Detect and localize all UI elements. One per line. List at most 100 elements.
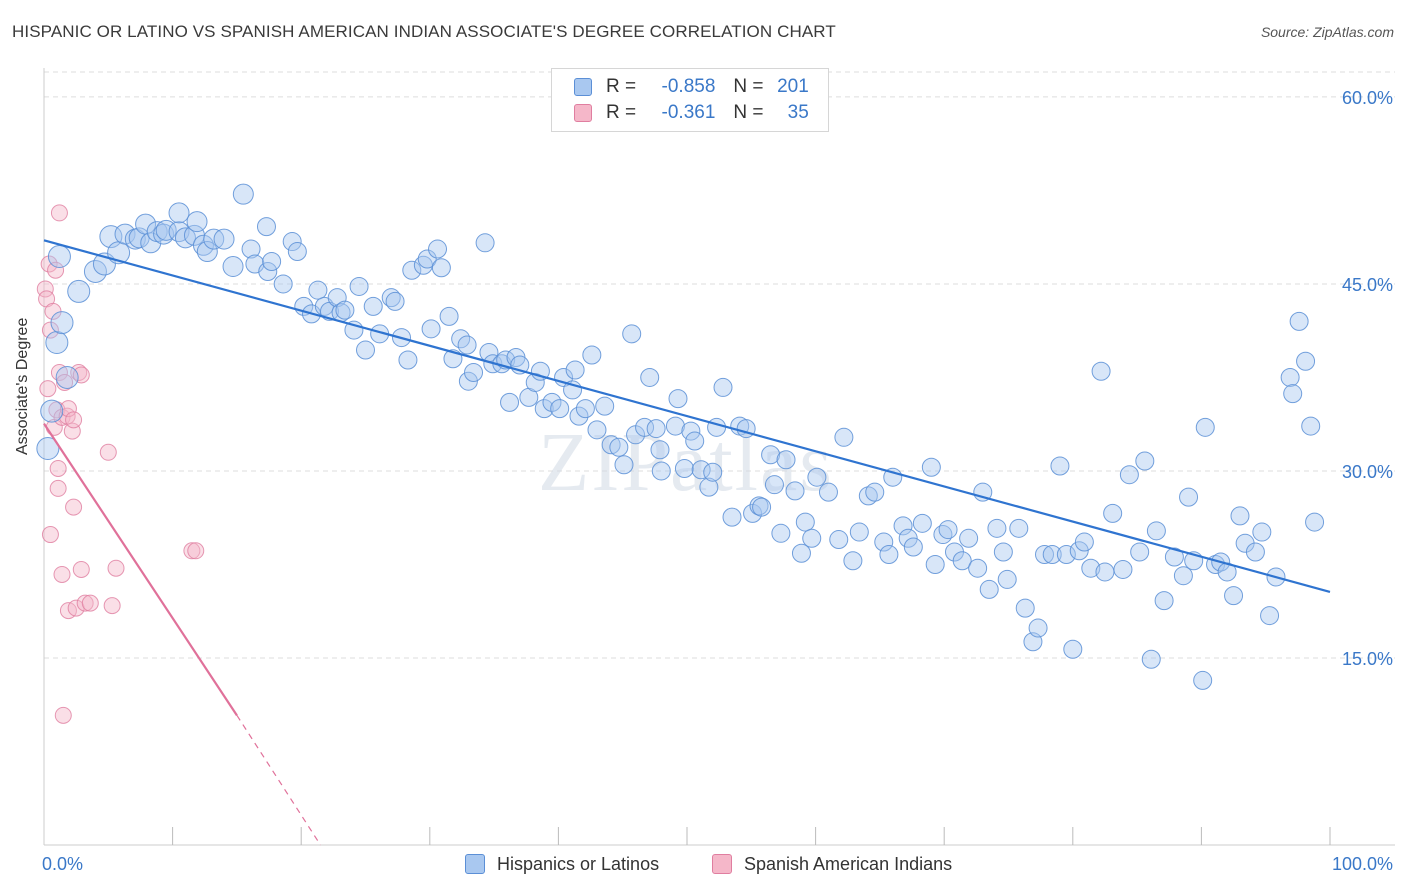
data-point-hispanic: [525, 372, 545, 392]
data-point-hispanic: [771, 523, 791, 543]
data-point-spanish-american-indian: [39, 380, 57, 398]
data-point-hispanic: [258, 261, 278, 281]
data-point-hispanic: [1296, 351, 1316, 371]
data-point-hispanic: [262, 252, 282, 272]
data-point-hispanic: [1224, 586, 1244, 606]
data-point-hispanic: [1195, 417, 1215, 437]
data-point-hispanic: [1305, 512, 1325, 532]
data-point-hispanic: [222, 255, 244, 277]
chart-title: HISPANIC OR LATINO VS SPANISH AMERICAN I…: [12, 22, 836, 41]
data-point-hispanic: [761, 445, 781, 465]
data-point-spanish-american-indian: [76, 594, 94, 612]
data-point-hispanic: [834, 427, 854, 447]
data-point-hispanic: [938, 520, 958, 540]
data-point-hispanic: [776, 450, 796, 470]
data-point-hispanic: [534, 399, 554, 419]
data-point-hispanic: [968, 558, 988, 578]
data-point-spanish-american-indian: [49, 459, 67, 477]
data-point-hispanic: [45, 331, 69, 355]
data-point-hispanic: [83, 259, 107, 283]
data-point-hispanic: [1063, 639, 1083, 659]
data-point-hispanic: [1009, 518, 1029, 538]
data-point-hispanic: [1042, 545, 1062, 565]
bottom-legend-swatch-blue: [465, 854, 485, 874]
data-point-hispanic: [925, 554, 945, 574]
data-point-hispanic: [542, 392, 562, 412]
data-point-hispanic: [1280, 367, 1300, 387]
data-point-spanish-american-indian: [65, 411, 83, 429]
data-point-spanish-american-indian: [70, 363, 88, 381]
data-point-hispanic: [50, 311, 74, 335]
data-point-hispanic: [500, 392, 520, 412]
legend-n-label: N =: [733, 102, 764, 123]
data-point-hispanic: [849, 522, 869, 542]
data-point-hispanic: [1035, 545, 1055, 565]
correlation-legend: R = -0.858 N = 201 R = -0.361 N = 35: [551, 68, 829, 132]
data-point-hispanic: [287, 242, 307, 262]
x-tick-label: 0.0%: [42, 854, 83, 874]
bottom-legend-hispanics: Hispanics or Latinos: [465, 852, 659, 876]
data-point-hispanic: [1146, 521, 1166, 541]
data-point-hispanic: [865, 482, 885, 502]
data-point-hispanic: [196, 241, 218, 263]
x-tick-label: 100.0%: [1332, 854, 1393, 874]
data-point-spanish-american-indian: [183, 542, 201, 560]
data-point-hispanic: [1260, 606, 1280, 626]
data-point-hispanic: [241, 239, 261, 259]
data-point-hispanic: [713, 377, 733, 397]
data-point-hispanic: [818, 482, 838, 502]
data-point-hispanic: [979, 579, 999, 599]
data-point-hispanic: [213, 228, 235, 250]
data-point-hispanic: [722, 507, 742, 527]
data-point-hispanic: [1130, 542, 1150, 562]
data-point-hispanic: [993, 542, 1013, 562]
data-point-hispanic: [457, 335, 477, 355]
data-point-hispanic: [614, 455, 634, 475]
tick-labels: 15.0% 30.0% 45.0% 60.0% 0.0% 100.0%: [42, 88, 1393, 874]
data-point-spanish-american-indian: [50, 204, 68, 222]
data-point-hispanic: [421, 319, 441, 339]
data-point-hispanic: [997, 569, 1017, 589]
data-point-hispanic: [417, 249, 437, 269]
data-point-hispanic: [47, 245, 71, 269]
data-point-hispanic: [921, 457, 941, 477]
data-point-hispanic: [829, 530, 849, 550]
data-point-hispanic: [431, 258, 451, 278]
data-point-hispanic: [232, 183, 254, 205]
data-point-hispanic: [933, 525, 953, 545]
data-point-hispanic: [402, 260, 422, 280]
data-point-hispanic: [987, 518, 1007, 538]
data-point-spanish-american-indian: [50, 363, 68, 381]
y-tick-label: 45.0%: [1342, 275, 1393, 295]
data-point-hispanic: [174, 227, 196, 249]
trendline-spanish-american-indians: [43, 422, 238, 716]
legend-r-label: R =: [606, 76, 637, 97]
data-point-hispanic: [1193, 670, 1213, 690]
data-point-hispanic: [587, 420, 607, 440]
data-point-hispanic: [475, 233, 495, 253]
data-point-hispanic: [55, 365, 79, 389]
data-point-spanish-american-indian: [53, 565, 71, 583]
legend-r-label: R =: [606, 102, 637, 123]
data-point-hispanic: [707, 417, 727, 437]
axes: [43, 68, 1395, 846]
data-point-hispanic: [1245, 542, 1265, 562]
data-point-hispanic: [1015, 598, 1035, 618]
legend-n-value: 35: [787, 102, 809, 123]
data-point-spanish-american-indian: [41, 526, 59, 544]
data-point-hispanic: [439, 306, 459, 326]
data-point-hispanic: [1154, 591, 1174, 611]
legend-r-value: -0.858: [661, 76, 716, 97]
data-point-hispanic: [650, 440, 670, 460]
trendline-extrapolation: [236, 715, 321, 846]
data-point-hispanic: [699, 477, 719, 497]
data-point-hispanic: [464, 362, 484, 382]
data-point-hispanic: [843, 551, 863, 571]
data-point-hispanic: [67, 279, 91, 303]
data-point-hispanic: [256, 217, 276, 237]
data-point-hispanic: [622, 324, 642, 344]
data-point-hispanic: [1173, 566, 1193, 586]
source-credit: Source: ZipAtlas.com: [1260, 24, 1394, 40]
data-point-hispanic: [791, 543, 811, 563]
data-point-hispanic: [703, 462, 723, 482]
